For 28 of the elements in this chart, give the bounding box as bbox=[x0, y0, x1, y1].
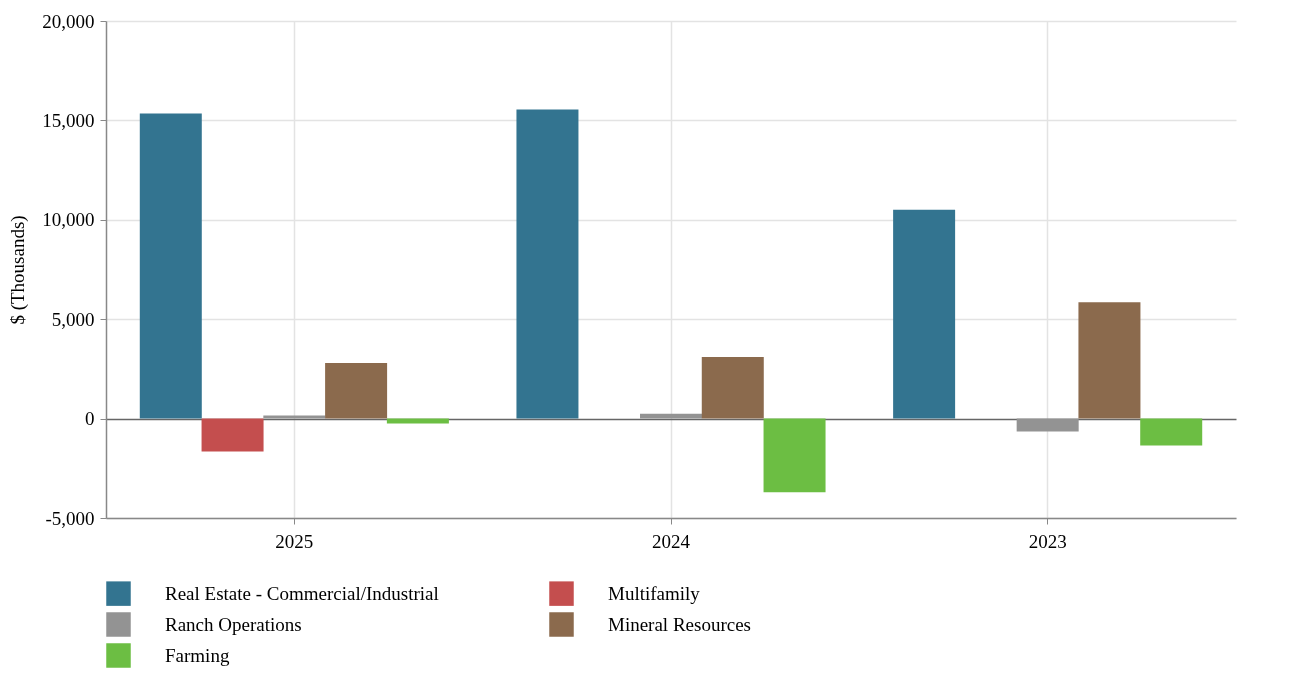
y-tick-label: -5,000 bbox=[45, 507, 95, 529]
bar bbox=[763, 418, 826, 493]
bar bbox=[325, 362, 388, 419]
bar bbox=[201, 418, 264, 452]
bar bbox=[386, 418, 449, 424]
x-tick-label: 2025 bbox=[275, 530, 314, 552]
legend-label: Ranch Operations bbox=[165, 613, 302, 635]
x-tick-label: 2024 bbox=[652, 530, 691, 552]
bar bbox=[516, 109, 579, 419]
bar bbox=[893, 209, 956, 419]
x-tick-label: 2023 bbox=[1028, 530, 1067, 552]
bar bbox=[1078, 302, 1141, 419]
legend-label: Farming bbox=[165, 644, 230, 666]
legend-label: Multifamily bbox=[608, 582, 701, 604]
y-axis-title: $ (Thousands) bbox=[7, 215, 30, 325]
bar bbox=[1016, 418, 1079, 432]
legend-label: Mineral Resources bbox=[608, 613, 751, 635]
bar bbox=[139, 113, 202, 419]
bar bbox=[701, 356, 764, 419]
y-tick-label: 20,000 bbox=[42, 10, 95, 32]
bar bbox=[263, 415, 326, 419]
y-tick-label: 15,000 bbox=[42, 109, 95, 131]
bar bbox=[640, 413, 702, 419]
legend-label: Real Estate - Commercial/Industrial bbox=[165, 582, 439, 604]
y-tick-label: 0 bbox=[85, 408, 95, 430]
y-tick-label: 5,000 bbox=[51, 308, 95, 330]
y-tick-label: 10,000 bbox=[42, 209, 95, 231]
bar bbox=[1140, 418, 1203, 446]
